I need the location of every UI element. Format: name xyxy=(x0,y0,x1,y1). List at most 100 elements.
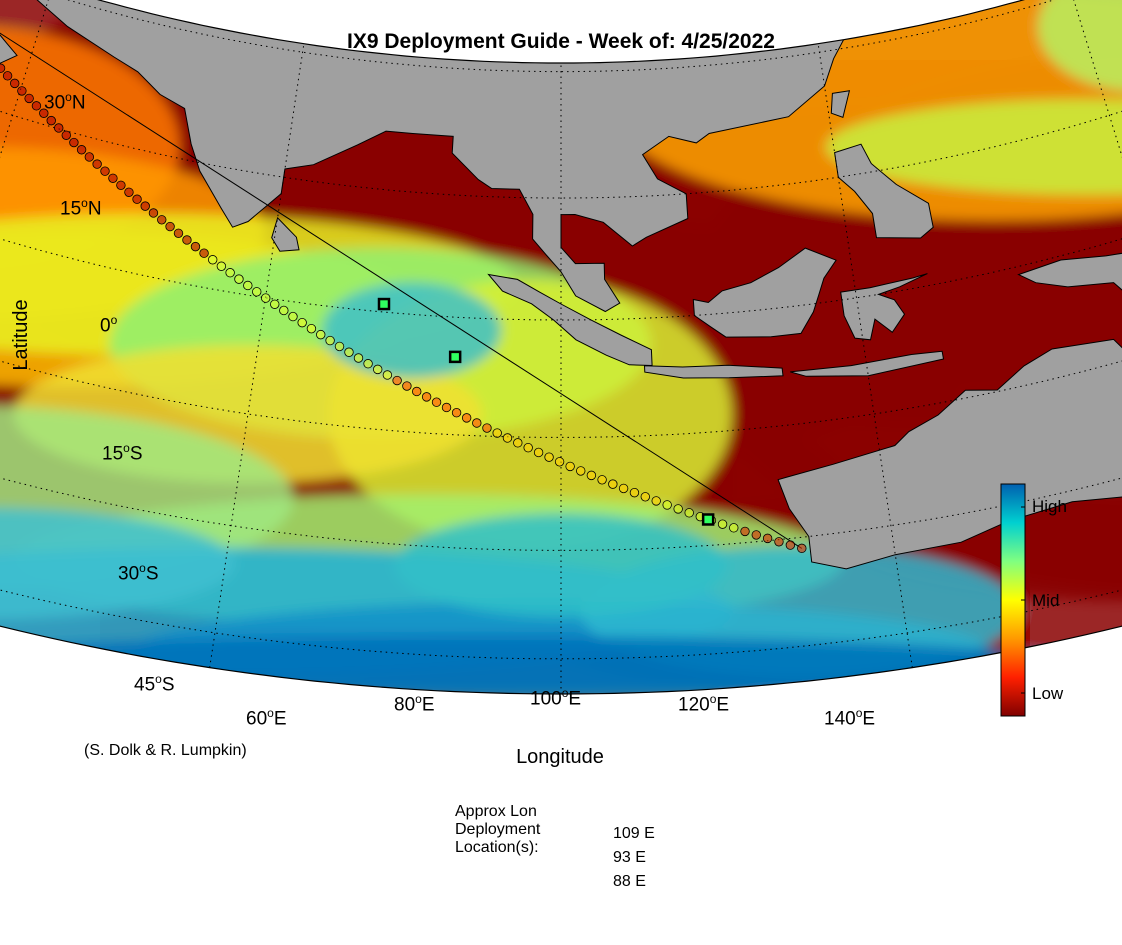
land-polygon xyxy=(834,143,934,239)
track-marker xyxy=(31,101,42,111)
track-marker xyxy=(597,475,607,485)
track-marker xyxy=(173,228,184,238)
track-marker xyxy=(108,173,118,183)
track-marker xyxy=(124,187,134,197)
track-marker xyxy=(608,479,618,489)
track-marker xyxy=(190,241,201,252)
track-marker xyxy=(325,335,335,346)
lon-tick-label: 120oE xyxy=(678,692,730,716)
lat-tick-label: 30oS xyxy=(118,561,159,585)
track-marker xyxy=(762,533,773,544)
lon-tick-label: 140oE xyxy=(824,706,876,730)
land-polygon xyxy=(643,364,784,379)
deployment-markers xyxy=(377,297,715,526)
track-marker xyxy=(165,221,175,232)
track-marker xyxy=(132,194,142,204)
track-marker xyxy=(629,487,640,498)
track-marker xyxy=(17,86,27,96)
ix9-track-markers xyxy=(0,63,807,554)
track-marker xyxy=(797,543,807,554)
track-marker xyxy=(199,248,209,258)
track-marker xyxy=(10,78,20,89)
lat-tick-label: 30oN xyxy=(44,90,86,114)
page-title: IX9 Deployment Guide - Week of: 4/25/202… xyxy=(347,30,775,53)
parallel-line xyxy=(0,291,1122,438)
land-polygon xyxy=(487,273,653,367)
colorbar-mid-label: Mid xyxy=(1032,591,1060,610)
track-marker xyxy=(373,364,383,375)
deployment-location-list: 109 E 93 E 88 E xyxy=(613,822,655,894)
track-marker xyxy=(297,317,307,328)
track-marker xyxy=(225,268,235,278)
track-marker xyxy=(662,500,672,510)
track-marker xyxy=(513,438,523,448)
track-marker xyxy=(316,329,326,340)
parallel-line xyxy=(0,396,1122,551)
land-polygon xyxy=(271,216,300,252)
lat-tick-label: 15oN xyxy=(60,196,102,220)
track-marker xyxy=(751,530,761,540)
track-marker xyxy=(0,63,6,73)
ocean-patch xyxy=(322,282,502,379)
track-marker xyxy=(2,71,13,81)
track-marker xyxy=(363,359,373,369)
track-marker xyxy=(76,145,87,155)
colorbar-low-label: Low xyxy=(1032,684,1064,703)
track-marker xyxy=(92,159,102,169)
track-marker xyxy=(24,93,34,104)
y-axis-label: Latitude xyxy=(10,299,32,371)
track-marker xyxy=(651,496,661,506)
track-marker xyxy=(554,457,565,467)
deployment-heading-line: Location(s): xyxy=(455,839,539,856)
track-marker xyxy=(640,492,651,502)
ix9-track-line xyxy=(0,0,803,549)
ocean-patch xyxy=(825,99,1122,195)
lat-tick-label: 45oS xyxy=(134,672,175,696)
track-marker xyxy=(576,466,586,476)
deployment-heading-line: Approx Lon xyxy=(455,803,537,820)
track-marker xyxy=(461,413,472,423)
land-polygon xyxy=(1017,237,1122,302)
track-marker xyxy=(140,201,150,211)
track-marker xyxy=(279,305,289,316)
track-marker xyxy=(353,353,364,363)
track-marker xyxy=(523,442,533,453)
track-marker xyxy=(482,423,492,433)
track-marker xyxy=(544,452,554,462)
deployment-heading: Approx Lon Deployment Location(s): xyxy=(455,803,540,857)
track-marker xyxy=(565,461,575,472)
ocean-patch xyxy=(0,507,236,620)
land-polygon xyxy=(0,0,18,79)
track-marker xyxy=(100,166,110,176)
lon-tick-label: 60oE xyxy=(246,706,287,730)
deployment-marker xyxy=(701,513,715,526)
land-polygon xyxy=(830,90,851,119)
track-marker xyxy=(46,115,56,126)
track-marker xyxy=(234,274,244,284)
deployment-location: 109 E xyxy=(613,825,655,842)
track-marker xyxy=(270,299,280,309)
deployment-marker xyxy=(377,297,391,311)
track-marker xyxy=(334,341,345,352)
track-marker xyxy=(472,418,482,428)
track-marker xyxy=(39,108,49,118)
deployment-location: 93 E xyxy=(613,849,646,866)
track-marker xyxy=(182,235,192,245)
track-marker xyxy=(84,152,95,162)
ocean-patch xyxy=(1037,0,1122,92)
lat-tick-label: 15oS xyxy=(102,441,143,465)
land-polygon xyxy=(790,350,945,377)
deployment-location: 88 E xyxy=(613,873,646,890)
track-marker xyxy=(729,523,739,533)
track-marker xyxy=(69,137,79,148)
track-marker xyxy=(717,519,728,529)
track-marker xyxy=(216,261,227,271)
track-marker xyxy=(684,508,694,518)
track-marker xyxy=(431,397,442,407)
track-marker xyxy=(421,392,432,402)
track-marker xyxy=(774,537,784,547)
track-marker xyxy=(492,428,502,438)
track-marker xyxy=(344,347,354,357)
track-marker xyxy=(586,470,597,481)
